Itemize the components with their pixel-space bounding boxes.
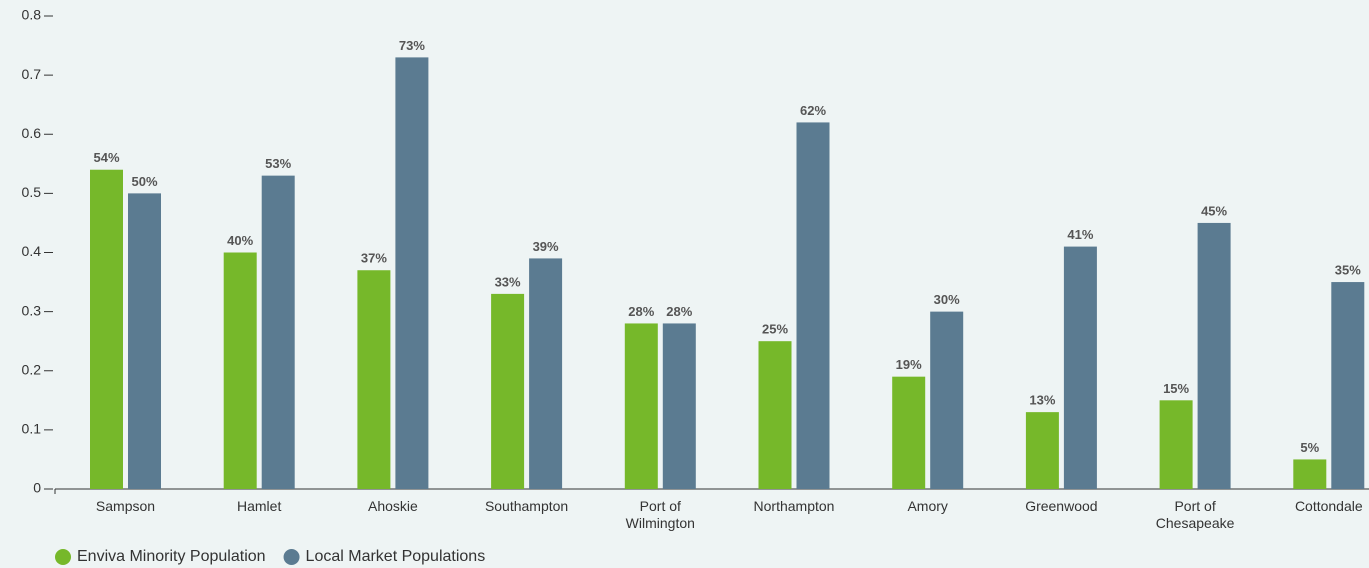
- value-label: 37%: [361, 251, 387, 266]
- y-tick-label: 0: [33, 480, 41, 496]
- y-tick-label: 0.4: [22, 243, 42, 259]
- bar: [930, 311, 964, 489]
- value-label: 13%: [1029, 393, 1055, 408]
- bar: [892, 376, 926, 489]
- value-label: 28%: [666, 304, 692, 319]
- bar: [1159, 400, 1193, 489]
- x-tick-label: Northampton: [753, 498, 835, 514]
- bar: [223, 252, 257, 489]
- value-label: 30%: [934, 292, 960, 307]
- value-label: 54%: [93, 150, 119, 165]
- y-tick-label: 0.1: [22, 421, 42, 437]
- value-label: 5%: [1300, 440, 1319, 455]
- value-label: 62%: [800, 103, 826, 118]
- legend-label: Local Market Populations: [306, 548, 486, 565]
- value-label: 33%: [495, 274, 521, 289]
- value-label: 45%: [1201, 203, 1227, 218]
- y-tick-label: 0.5: [22, 184, 42, 200]
- y-tick-label: 0.3: [22, 302, 42, 318]
- value-label: 15%: [1163, 381, 1189, 396]
- bar: [395, 57, 429, 489]
- value-label: 19%: [896, 357, 922, 372]
- y-tick-label: 0.2: [22, 361, 42, 377]
- bar: [261, 175, 295, 489]
- bar: [758, 341, 792, 489]
- bar: [624, 323, 658, 489]
- x-tick-label: Amory: [907, 498, 948, 514]
- value-label: 73%: [399, 38, 425, 53]
- bar: [491, 293, 525, 489]
- legend-swatch: [283, 549, 300, 565]
- x-tick-label: Southampton: [484, 498, 569, 514]
- x-tick-label: Ahoskie: [367, 498, 418, 514]
- x-tick-label: Port of Chesapeake: [1155, 498, 1235, 531]
- value-label: 35%: [1335, 263, 1361, 278]
- bar: [90, 169, 123, 489]
- bar: [529, 258, 563, 489]
- legend-swatch: [55, 549, 71, 565]
- bar: [1025, 412, 1059, 489]
- value-label: 53%: [265, 156, 291, 171]
- x-tick-label: Hamlet: [237, 498, 282, 514]
- value-label: 50%: [131, 174, 157, 189]
- value-label: 39%: [533, 239, 559, 254]
- value-label: 25%: [762, 322, 788, 337]
- bar: [1063, 246, 1097, 489]
- bar: [662, 323, 696, 489]
- bar: [357, 270, 391, 489]
- y-tick-label: 0.7: [22, 66, 42, 82]
- bar: [1331, 282, 1365, 489]
- value-label: 40%: [227, 233, 253, 248]
- value-label: 41%: [1067, 227, 1093, 242]
- y-tick-label: 0.6: [22, 125, 42, 141]
- x-tick-label: Greenwood: [1025, 498, 1098, 514]
- bar: [796, 122, 830, 490]
- value-label: 28%: [628, 304, 654, 319]
- legend-label: Enviva Minority Population: [77, 548, 266, 565]
- bar: [1293, 459, 1327, 489]
- bar: [1197, 222, 1231, 489]
- x-tick-label: Cottondale: [1294, 498, 1363, 514]
- x-tick-label: Port of Wilmington: [625, 498, 695, 531]
- y-tick-label: 0.8: [22, 7, 42, 23]
- bar: [128, 193, 161, 489]
- x-tick-label: Sampson: [95, 498, 156, 514]
